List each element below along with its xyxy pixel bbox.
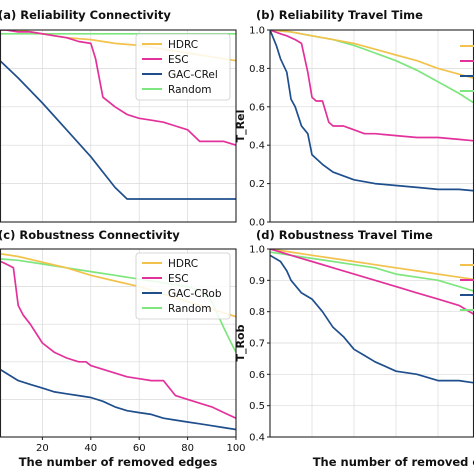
chart-title: (a) Reliability Connectivity xyxy=(0,8,171,22)
y-tick-label: 0.6 xyxy=(249,102,265,113)
x-tick-label: 40 xyxy=(84,443,97,454)
series-line-esc xyxy=(0,30,236,147)
legend-label: Random xyxy=(168,303,211,315)
legend-box xyxy=(135,252,231,320)
panel-d: (d) Robustness Travel Time 0.4 0.5 0.6 0.7 0.… xyxy=(234,228,474,469)
legend-box xyxy=(135,33,231,101)
x-tick-label: 80 xyxy=(181,443,194,454)
panel-a: (a) Reliability Connectivity HDRC ESC GAC-C… xyxy=(0,8,237,223)
x-tick-label: 20 xyxy=(36,443,49,454)
series-line-gac-crob xyxy=(270,254,474,384)
y-tick-label: 0.8 xyxy=(249,64,265,75)
y-tick-label: 0.0 xyxy=(249,218,265,229)
series-line-esc xyxy=(270,30,474,142)
y-tick-label: 0.4 xyxy=(249,433,265,444)
x-tick-label: 60 xyxy=(133,443,146,454)
legend-label: ESC xyxy=(168,273,189,285)
legend-label: HDRC xyxy=(168,258,198,270)
series-line-gac-crob xyxy=(0,368,236,431)
series-line-random xyxy=(270,251,474,292)
axes-frame xyxy=(0,29,237,223)
y-tick-label: 1.0 xyxy=(249,26,265,37)
legend-label: GAC-CRob xyxy=(168,288,222,300)
series-line-esc xyxy=(270,249,474,316)
legend-label: ESC xyxy=(168,54,189,66)
legend: HDRC ESC GAC-CRel Random xyxy=(135,33,231,101)
legend-label: HDRC xyxy=(168,39,198,51)
y-tick-label: 0.9 xyxy=(249,276,265,287)
legend-label: GAC-CRel xyxy=(168,69,218,81)
x-tick-label: 100 xyxy=(226,443,245,454)
series-line-gac-crel xyxy=(0,59,236,200)
panel-b: (b) Reliability Travel Time 0.0 0.2 0.4 0.6 0… xyxy=(234,8,474,229)
axes-frame xyxy=(0,248,237,438)
series-line-hdrc xyxy=(270,249,474,281)
axes-frame xyxy=(269,29,474,223)
chart-title: (c) Robustness Connectivity xyxy=(0,228,180,242)
chart-title: (d) Robustness Travel Time xyxy=(256,228,433,242)
legend-label: Random xyxy=(168,84,211,96)
y-axis-label: T_Rob xyxy=(234,324,247,361)
x-axis-label: The number of removed edges xyxy=(19,455,218,469)
y-tick-label: 0.7 xyxy=(249,339,265,350)
y-tick-label: 1.0 xyxy=(249,245,265,256)
y-tick-label: 0.2 xyxy=(249,179,265,190)
series-line-hdrc xyxy=(270,30,474,80)
y-tick-label: 0.5 xyxy=(249,401,265,412)
y-tick-label: 0.6 xyxy=(249,370,265,381)
x-axis-label: The number of removed edges xyxy=(313,455,474,469)
y-tick-label: 0.4 xyxy=(249,141,265,152)
series-line-esc xyxy=(0,260,236,419)
legend: HDRC ESC GAC-CRob Random xyxy=(135,252,231,320)
y-axis-label: T_Rel xyxy=(234,110,247,143)
series-line-gac-crel xyxy=(270,30,474,192)
panel-c: (c) Robustness Connectivity 20 40 60 80 100 Th… xyxy=(0,228,246,469)
y-tick-label: 0.8 xyxy=(249,307,265,318)
chart-title: (b) Reliability Travel Time xyxy=(256,8,423,22)
